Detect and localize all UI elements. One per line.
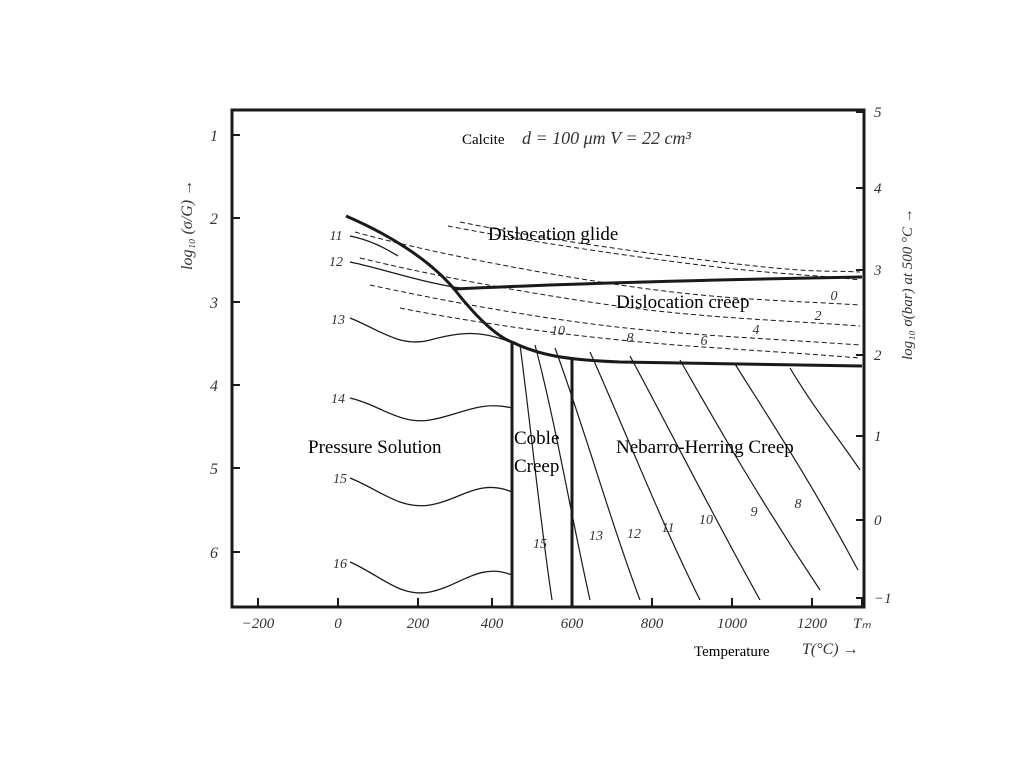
contour-line: [349, 261, 461, 289]
contour-bottom-labels: 15 13 12 11 10 9 8: [533, 497, 802, 552]
right-axis-title: log₁₀ σ(bar) at 500 °C →: [900, 208, 916, 360]
left-axis-ticks: 1 2 3 4 5 6: [209, 128, 240, 562]
pressure-solution-contours: [349, 235, 513, 594]
contour-line: [349, 397, 513, 422]
contour-label: 8: [627, 331, 634, 346]
region-coble-line1: Coble: [514, 428, 559, 449]
contour-label: 11: [662, 521, 675, 536]
left-tick-label: 2: [210, 211, 218, 228]
dislocation-contours: [354, 221, 861, 359]
contour-label: 8: [795, 497, 802, 512]
left-tick-label: 5: [210, 461, 218, 478]
right-axis-ticks: 5 4 3 2 1 0 −1: [856, 105, 892, 607]
contour-label: 12: [627, 527, 641, 542]
x-tick-label: 1000: [717, 616, 748, 632]
contour-label: 11: [330, 229, 343, 244]
x-tick-label: 0: [334, 616, 342, 632]
x-axis-word: Temperature: [694, 644, 770, 660]
contour-line: [447, 225, 861, 281]
contour-label: 14: [331, 392, 345, 407]
contour-line: [349, 477, 513, 507]
right-tick-label: 0: [874, 513, 882, 529]
region-dislocation-glide: Dislocation glide: [488, 224, 618, 245]
contour-line: [589, 351, 701, 601]
contour-line: [679, 359, 821, 591]
x-axis-symbol: T(°C) →: [802, 641, 859, 658]
contour-top-labels: 02 4 6 8 10: [551, 289, 838, 349]
x-tick-label: 400: [481, 616, 504, 632]
contour-label: 0: [831, 289, 838, 304]
right-tick-label: 3: [873, 263, 882, 279]
contour-label: 13: [331, 313, 345, 328]
x-tick-label: 1200: [797, 616, 828, 632]
x-tick-label: −200: [242, 616, 275, 632]
contour-label: 10: [551, 324, 565, 339]
contour-line: [519, 344, 553, 601]
left-tick-label: 1: [210, 128, 218, 145]
contour-line: [349, 561, 513, 594]
right-tick-label: 2: [874, 348, 882, 364]
diffusion-contours: [519, 344, 861, 601]
contour-line: [369, 284, 861, 346]
region-boundaries: [345, 214, 863, 606]
right-tick-label: 1: [874, 429, 882, 445]
contour-line: [359, 257, 861, 327]
contour-line: [349, 317, 511, 343]
x-tick-label: 800: [641, 616, 664, 632]
right-tick-label: 5: [874, 105, 882, 121]
contour-label: 16: [333, 557, 347, 572]
contour-label: 9: [751, 505, 758, 520]
creep-lower-boundary: [511, 340, 863, 368]
contour-line: [789, 367, 861, 471]
contour-label: 4: [753, 323, 760, 338]
left-tick-label: 6: [210, 545, 218, 562]
material-label: Calcite: [462, 132, 505, 148]
left-axis-title: log₁₀ (σ/G) →: [179, 180, 196, 270]
contour-line: [459, 221, 861, 273]
contour-line: [554, 347, 641, 601]
region-dislocation-creep: Dislocation creep: [616, 292, 749, 313]
contour-label: 12: [329, 255, 343, 270]
x-axis-ticks: −200 0 200 400 600 800 1000 1200 Tₘ: [242, 598, 871, 632]
glide-boundary: [345, 214, 513, 344]
contour-line: [734, 363, 859, 571]
region-nabarro-herring: Nebarro-Herring Creep: [616, 437, 794, 458]
contour-line: [349, 235, 399, 257]
region-pressure-solution: Pressure Solution: [308, 437, 442, 458]
contour-line: [534, 344, 591, 601]
x-tick-label: 600: [561, 616, 584, 632]
contour-left-labels: 11 12 13 14 15 16: [329, 229, 347, 572]
region-coble-line2: Creep: [514, 456, 559, 477]
x-tick-label: 200: [407, 616, 430, 632]
contour-label: 15: [533, 537, 547, 552]
contour-label: 6: [701, 334, 708, 349]
header-params: d = 100 μm V = 22 cm³: [522, 128, 691, 148]
right-tick-label: −1: [874, 591, 892, 607]
right-tick-label: 4: [874, 181, 882, 197]
creep-upper-boundary: [454, 275, 863, 291]
contour-label: 13: [589, 529, 603, 544]
contour-line: [629, 355, 761, 601]
plot-frame: [230, 108, 866, 609]
contour-label: 10: [699, 513, 713, 528]
contour-label: 2: [815, 309, 822, 324]
contour-label: 15: [333, 472, 347, 487]
x-tick-label: Tₘ: [853, 616, 871, 632]
left-tick-label: 4: [210, 378, 218, 395]
contour-line: [399, 307, 861, 359]
left-tick-label: 3: [209, 295, 218, 312]
